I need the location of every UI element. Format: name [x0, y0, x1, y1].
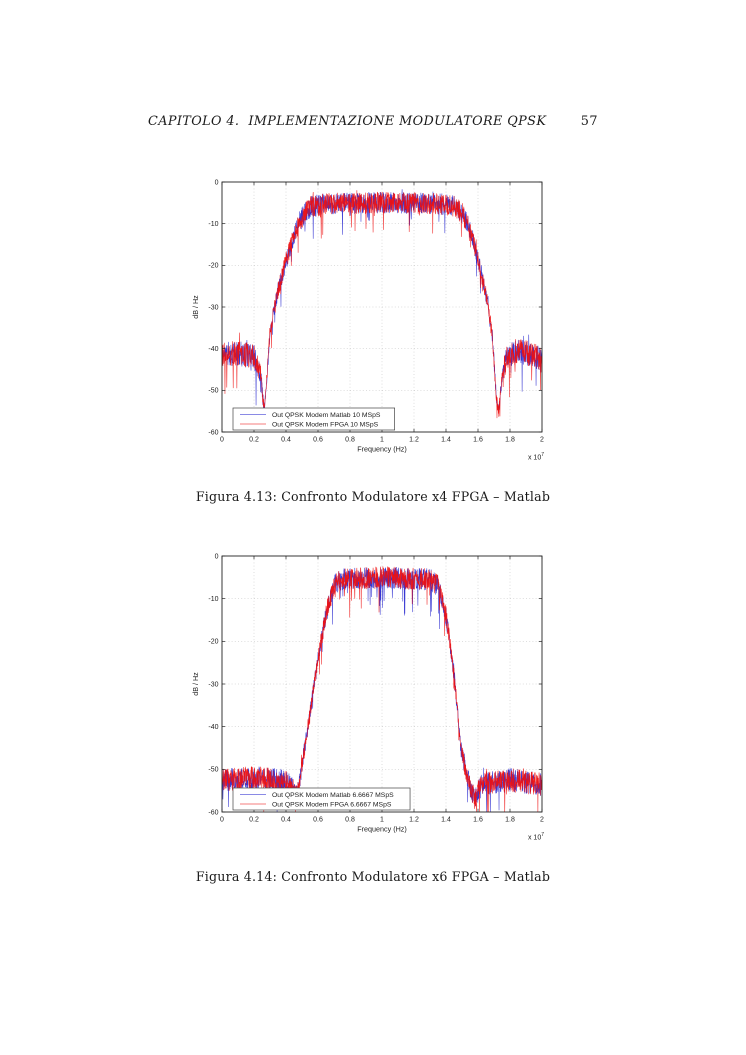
- x-tick-label: 0: [220, 817, 224, 824]
- x-tick-label: 0: [220, 437, 224, 444]
- page-number: 57: [580, 114, 598, 129]
- y-tick-label: 0: [215, 553, 219, 560]
- y-tick-label: -10: [208, 221, 218, 228]
- x-tick-label: 1.4: [441, 817, 451, 824]
- y-tick-label: -50: [208, 388, 218, 395]
- x-tick-label: 1.8: [505, 817, 515, 824]
- y-tick-label: -40: [208, 724, 218, 731]
- legend-label: Out QPSK Modem FPGA 10 MSpS: [272, 421, 379, 428]
- y-axis-label: dB / Hz: [191, 672, 200, 696]
- chart-figure-4-13: 0 0.2 0.4 0.6 0.8 1 1.2 1.4 1.6 1.8 2 0 -10 -20 -30 -40…: [191, 179, 544, 462]
- figure-caption-4-13: Figura 4.13: Confronto Modulatore x4 FPG…: [195, 489, 551, 504]
- x-tick-label: 1.6: [473, 437, 483, 444]
- legend-box: [232, 407, 395, 431]
- y-tick-label: -60: [208, 809, 218, 816]
- series-line-fpga: [222, 190, 542, 419]
- x-axis-exponent-label: x 107: [528, 452, 544, 462]
- x-tick-label: 1.6: [473, 817, 483, 824]
- x-tick-label: 0.8: [345, 817, 355, 824]
- x-tick-label: 0.6: [313, 817, 323, 824]
- y-tick-label: -10: [208, 596, 218, 603]
- y-tick-label: 0: [215, 179, 219, 186]
- x-tick-label: 1.2: [409, 437, 419, 444]
- y-tick-label: -60: [208, 429, 218, 436]
- x-tick-label: 2: [540, 437, 544, 444]
- x-tick-label: 0.2: [249, 437, 259, 444]
- legend-label: Out QPSK Modem Matlab 6.6667 MSpS: [272, 792, 394, 799]
- chapter-header-title: CAPITOLO 4. IMPLEMENTAZIONE MODULATORE Q…: [148, 114, 547, 129]
- x-tick-label: 1: [380, 437, 384, 444]
- y-tick-label: -20: [208, 639, 218, 646]
- chart-figure-4-14: 0 0.2 0.4 0.6 0.8 1 1.2 1.4 1.6 1.8 2 0 -10 -20 -30 -40…: [191, 553, 544, 842]
- legend-box: [232, 787, 411, 811]
- y-tick-label: -40: [208, 346, 218, 353]
- x-tick-label: 1: [380, 817, 384, 824]
- x-tick-label: 0.2: [249, 817, 259, 824]
- x-tick-label: 0.4: [281, 817, 291, 824]
- series-line-fpga: [222, 566, 542, 812]
- y-tick-label: -30: [208, 681, 218, 688]
- x-tick-label: 2: [540, 817, 544, 824]
- legend-label: Out QPSK Modem FPGA 6.6667 MSpS: [272, 801, 392, 808]
- y-tick-label: -30: [208, 304, 218, 311]
- figure-caption-4-14: Figura 4.14: Confronto Modulatore x6 FPG…: [195, 869, 551, 884]
- y-tick-label: -50: [208, 767, 218, 774]
- legend-label: Out QPSK Modem Matlab 10 MSpS: [272, 412, 381, 419]
- x-axis-label: Frequency (Hz): [357, 445, 407, 454]
- x-tick-label: 0.8: [345, 437, 355, 444]
- x-tick-label: 1.2: [409, 817, 419, 824]
- x-axis-exponent-label: x 107: [528, 832, 544, 842]
- x-tick-label: 0.6: [313, 437, 323, 444]
- x-axis-label: Frequency (Hz): [357, 825, 407, 834]
- y-axis-label: dB / Hz: [191, 295, 200, 319]
- x-tick-label: 0.4: [281, 437, 291, 444]
- x-tick-label: 1.4: [441, 437, 451, 444]
- y-tick-label: -20: [208, 263, 218, 270]
- x-tick-label: 1.8: [505, 437, 515, 444]
- page-header: CAPITOLO 4. IMPLEMENTAZIONE MODULATORE Q…: [148, 114, 598, 129]
